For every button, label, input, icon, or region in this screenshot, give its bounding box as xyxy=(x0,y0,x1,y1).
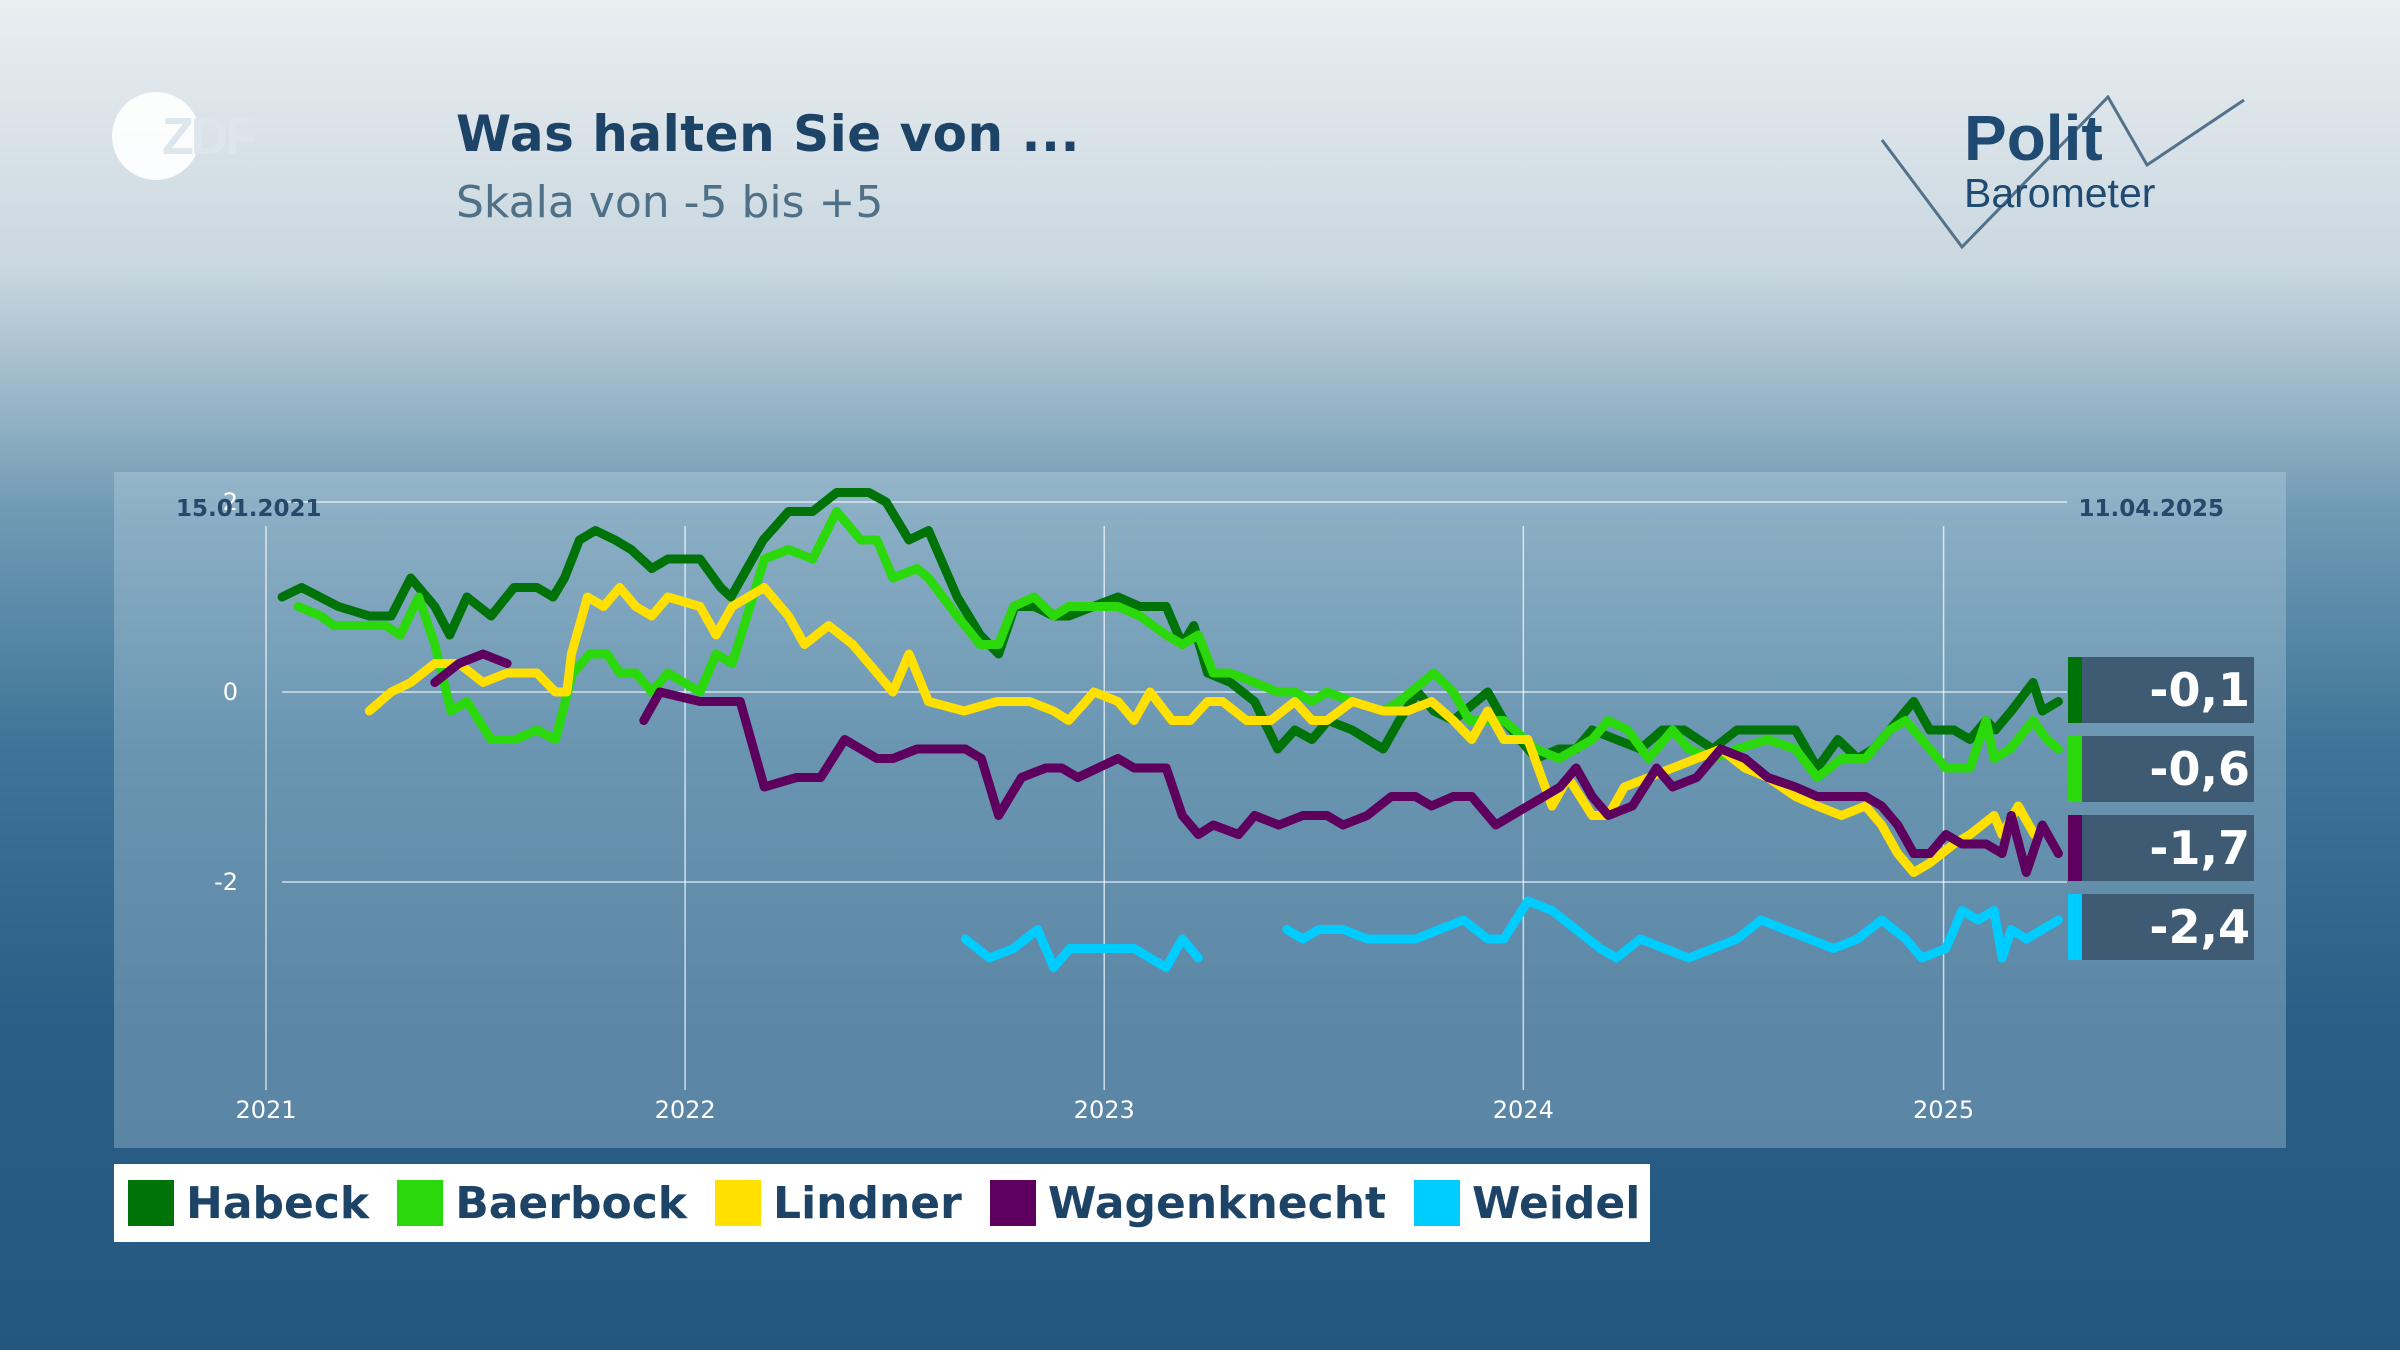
series-line-weidel xyxy=(1282,896,2063,963)
legend-label: Weidel xyxy=(1472,1177,1641,1229)
badge-baerbock: -0,6 xyxy=(2068,736,2254,802)
legend-swatch xyxy=(397,1180,444,1226)
logo-line1: Polit xyxy=(1964,102,2103,174)
badge-value: -0,6 xyxy=(2149,742,2250,796)
x-tick-label: 2022 xyxy=(655,1096,716,1124)
series-line-habeck xyxy=(277,488,2063,773)
legend-item-wagenknecht: Wagenknecht xyxy=(989,1177,1387,1229)
badge-color-bar xyxy=(2068,815,2082,881)
y-tick-label: 2 xyxy=(223,488,238,516)
legend-swatch xyxy=(1414,1180,1461,1226)
logo-zigzag xyxy=(1880,95,2245,250)
series-line-wagenknecht xyxy=(430,649,512,687)
chart-subtitle: Skala von -5 bis +5 xyxy=(456,177,884,228)
chart-panel: 2 0 -2 2021 2022 2023 2024 2025 15.01.2021 11.0… xyxy=(114,472,2286,1148)
series-line-wagenknecht xyxy=(639,687,2063,877)
chart-title: Was halten Sie von ... xyxy=(456,105,1080,163)
title-block: Was halten Sie von ... Skala von -5 bis … xyxy=(456,105,1080,228)
end-date-label: 11.04.2025 xyxy=(2078,496,2224,522)
zdf-logo: ZDF xyxy=(112,92,258,180)
legend-label: Baerbock xyxy=(455,1177,688,1229)
badge-color-bar xyxy=(2068,657,2082,723)
badge-value: -1,7 xyxy=(2149,821,2250,875)
logo-line2: Barometer xyxy=(1964,170,2155,216)
series-line-weidel xyxy=(960,925,1203,972)
badge-weidel: -2,4 xyxy=(2068,894,2254,960)
start-date-label: 15.01.2021 xyxy=(176,496,322,522)
latest-values: -0,1 -0,6 -1,7 -2,4 xyxy=(2068,657,2254,973)
y-tick-label: 0 xyxy=(223,678,238,706)
politbarometer-logo: Polit Barometer xyxy=(1880,95,2245,250)
legend-swatch xyxy=(128,1180,174,1226)
legend-swatch xyxy=(989,1180,1036,1226)
chart-plot: 2 0 -2 2021 2022 2023 2024 2025 15.01.2021 11.0… xyxy=(176,488,2224,1124)
legend-swatch xyxy=(715,1180,762,1226)
badge-value: -0,1 xyxy=(2149,663,2250,717)
x-tick-label: 2023 xyxy=(1074,1096,1135,1124)
x-tick-label: 2021 xyxy=(235,1096,296,1124)
series-line-baerbock xyxy=(293,507,2063,782)
series-lines xyxy=(277,488,2063,972)
badge-value: -2,4 xyxy=(2149,900,2250,954)
x-tick-label: 2025 xyxy=(1913,1096,1974,1124)
legend-label: Wagenknecht xyxy=(1047,1177,1387,1229)
grid: 2 0 -2 2021 2022 2023 2024 2025 xyxy=(214,488,2067,1124)
legend: Habeck Baerbock Lindner Wagenknecht Weid… xyxy=(114,1164,1651,1242)
legend-item-habeck: Habeck xyxy=(128,1178,369,1229)
legend-item-weidel: Weidel xyxy=(1414,1178,1640,1229)
legend-item-lindner: Lindner xyxy=(715,1178,962,1229)
legend-label: Lindner xyxy=(773,1177,962,1229)
badge-color-bar xyxy=(2068,894,2082,960)
y-tick-label: -2 xyxy=(214,868,238,896)
zdf-logo-text: ZDF xyxy=(162,108,255,166)
legend-label: Habeck xyxy=(186,1177,370,1229)
badge-wagenknecht: -1,7 xyxy=(2068,815,2254,881)
x-tick-label: 2024 xyxy=(1493,1096,1554,1124)
legend-item-baerbock: Baerbock xyxy=(397,1178,687,1229)
badge-color-bar xyxy=(2068,736,2082,802)
badge-habeck: -0,1 xyxy=(2068,657,2254,723)
